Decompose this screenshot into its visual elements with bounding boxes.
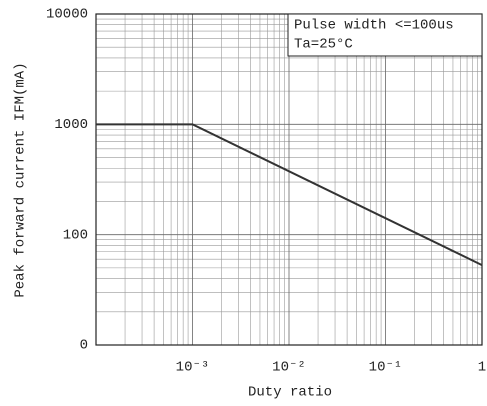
x-tick-label: 10⁻¹ <box>369 360 403 376</box>
data-line <box>96 123 483 266</box>
y-axis-label: Peak forward current IFM(mA) <box>13 62 29 297</box>
y-tick-label: 100 <box>63 227 88 243</box>
annotation: Pulse width <=100us <box>294 18 454 34</box>
y-tick-label: 0 <box>80 338 88 354</box>
x-tick-label: 10⁻² <box>272 360 306 376</box>
x-tick-label: 10⁻³ <box>176 360 210 376</box>
x-tick-label: 1 <box>478 360 486 376</box>
x-axis-label: Duty ratio <box>248 385 332 401</box>
y-tick-label: 10000 <box>46 7 88 23</box>
y-tick-label: 1000 <box>54 117 88 133</box>
annotation-box <box>287 13 483 57</box>
annotation: Ta=25°C <box>294 37 353 53</box>
